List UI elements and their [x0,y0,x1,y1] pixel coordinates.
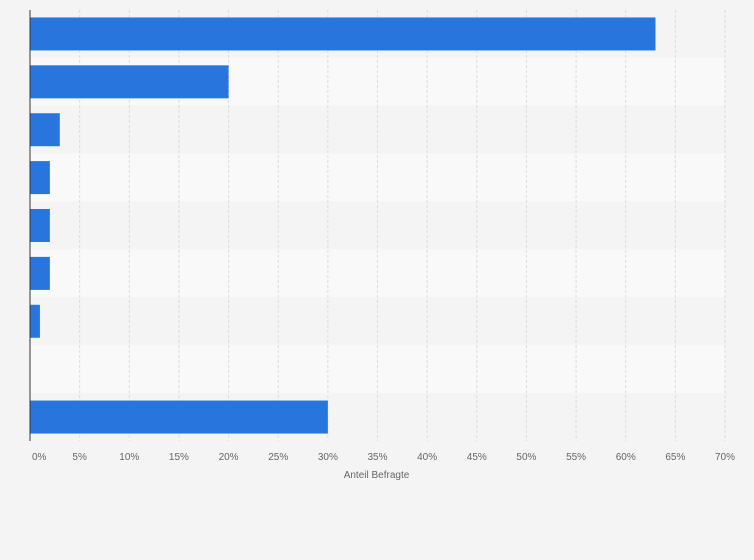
x-tick-label: 60% [616,452,636,463]
x-axis-tick-labels: 0% 5% 10% 15% 20% 25% 30% 35% 40% 45% 50% 55% 60% 65%… [32,452,735,463]
x-tick-label: 45% [467,452,487,463]
x-tick-label: 65% [665,452,685,463]
bar [30,400,328,434]
x-tick-label: 70% [715,452,735,463]
x-tick-label: 55% [566,452,586,463]
x-tick-label: 25% [268,452,288,463]
bar [30,256,50,290]
bar [30,304,40,338]
bar [30,209,50,242]
x-tick-label: 30% [318,452,338,463]
bar [30,65,229,99]
x-tick-label: 0% [32,452,47,463]
bar [30,161,50,195]
x-tick-label: 50% [516,452,536,463]
bars [30,17,656,434]
bar [30,113,60,147]
x-tick-label: 5% [72,452,87,463]
bar [30,17,656,51]
x-tick-label: 15% [169,452,189,463]
x-tick-label: 35% [367,452,387,463]
x-tick-label: 10% [119,452,139,463]
x-axis-title: Anteil Befragte [344,470,410,481]
x-tick-label: 20% [219,452,239,463]
x-tick-label: 40% [417,452,437,463]
